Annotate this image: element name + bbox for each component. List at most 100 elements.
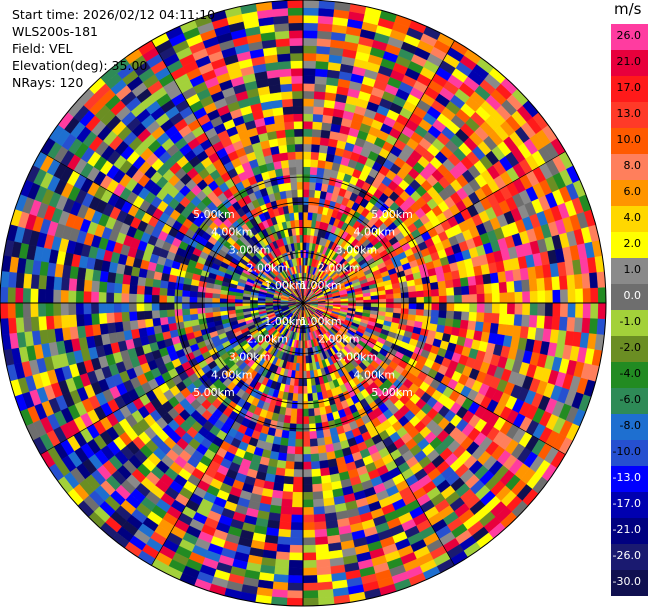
range-gate-cell: [294, 378, 300, 387]
range-gate-cell: [302, 423, 310, 432]
range-gate-cell: [476, 311, 485, 323]
range-gate-cell: [521, 279, 531, 292]
range-gate-cell: [143, 302, 152, 312]
range-gate-cell: [429, 316, 439, 325]
colorbar-level: 10.0: [611, 128, 648, 154]
range-gate-cell: [392, 312, 402, 319]
range-gate-cell: [305, 234, 311, 243]
range-gate-cell: [296, 416, 304, 425]
range-gate-cell: [393, 297, 402, 304]
range-gate-cell: [106, 282, 115, 294]
range-gate-cell: [292, 499, 304, 508]
range-gate-cell: [282, 113, 294, 123]
range-gate-cell: [227, 298, 236, 304]
range-gate-cell: [282, 422, 291, 432]
colorbar-level: -26.0: [611, 544, 648, 570]
range-gate-cell: [53, 276, 63, 291]
range-gate-cell: [589, 271, 599, 289]
range-gate-cell: [166, 302, 175, 311]
range-gate-cell: [416, 296, 425, 304]
range-gate-cell: [312, 113, 324, 123]
range-gate-cell: [315, 543, 330, 553]
range-gate-cell: [219, 294, 228, 300]
range-gate-cell: [431, 295, 440, 304]
range-gate-cell: [275, 38, 290, 48]
colorbar: 26.0 21.0 17.0 13.0 10.0 8.0 6.0 4.0 2.0 1.0 0.0 -1…: [611, 24, 648, 596]
nrays-label: NRays: 120: [12, 75, 84, 90]
range-gate-cell: [558, 316, 568, 331]
range-gate-cell: [291, 400, 299, 410]
range-gate-cell: [483, 312, 493, 324]
range-gate-cell: [498, 281, 508, 293]
range-gate-cell: [30, 274, 40, 290]
range-gate-cell: [320, 467, 331, 477]
range-gate-cell: [291, 507, 304, 516]
range-gate-cell: [575, 302, 584, 318]
range-gate-cell: [283, 476, 295, 485]
range-gate-cell: [181, 302, 190, 310]
colorbar-level-label: -1.0: [619, 315, 641, 328]
range-gate-cell: [476, 283, 485, 295]
range-gate-cell: [302, 151, 312, 160]
colorbar-level-label: -21.0: [612, 523, 641, 536]
range-gate-cell: [211, 302, 220, 308]
range-gate-cell: [181, 296, 190, 304]
range-gate-cell: [309, 159, 319, 168]
range-gate-cell: [290, 408, 298, 417]
range-gate-cell: [386, 302, 395, 308]
range-gate-cell: [302, 67, 316, 77]
range-gate-cell: [7, 287, 16, 304]
range-gate-cell: [287, 392, 294, 402]
range-gate-cell: [322, 168, 332, 178]
range-gate-cell: [302, 189, 310, 198]
range-gate-cell: [590, 302, 599, 319]
range-gate-cell: [298, 211, 304, 220]
range-gate-cell: [276, 53, 291, 63]
range-gate-cell: [415, 308, 425, 316]
range-gate-cell: [393, 307, 402, 314]
range-gate-cell: [311, 136, 321, 146]
range-gate-cell: [589, 317, 599, 335]
range-gate-cell: [302, 234, 307, 243]
range-gate-cell: [506, 313, 516, 326]
velocity-field: [0, 0, 607, 607]
range-gate-cell: [279, 521, 292, 531]
range-gate-cell: [302, 446, 312, 455]
range-gate-cell: [289, 52, 304, 62]
range-gate-cell: [279, 513, 293, 523]
range-gate-cell: [302, 484, 314, 493]
range-gate-cell: [289, 45, 304, 54]
range-gate-cell: [567, 288, 576, 304]
range-gate-cell: [294, 151, 304, 160]
range-gate-cell: [22, 302, 31, 318]
range-gate-cell: [452, 277, 462, 288]
range-gate-cell: [467, 275, 477, 286]
range-gate-cell: [295, 438, 304, 448]
range-gate-cell: [113, 312, 123, 324]
range-gate-cell: [293, 476, 304, 486]
colorbar-level-label: 13.0: [616, 107, 642, 120]
range-gate-cell: [98, 292, 107, 304]
range-gate-cell: [286, 151, 296, 161]
range-gate-cell: [422, 315, 432, 324]
colorbar-level-label: -8.0: [619, 419, 641, 432]
range-gate-cell: [551, 315, 561, 331]
range-gate-cell: [284, 468, 295, 478]
range-gate-cell: [315, 551, 331, 561]
range-gate-cell: [461, 294, 470, 304]
range-gate-cell: [285, 136, 295, 146]
range-gate-cell: [312, 204, 319, 214]
range-gate-cell: [174, 296, 183, 304]
range-gate-cell: [128, 293, 137, 304]
range-ring-label: 1.00km: [300, 279, 342, 292]
range-gate-cell: [438, 309, 447, 319]
range-gate-cell: [453, 286, 463, 296]
range-gate-cell: [297, 204, 304, 213]
range-gate-cell: [113, 292, 122, 304]
range-gate-cell: [302, 438, 311, 448]
range-gate-cell: [302, 431, 311, 440]
range-gate-cell: [311, 121, 323, 130]
range-gate-cell: [302, 52, 317, 62]
range-gate-cell: [302, 386, 308, 395]
range-gate-cell: [507, 291, 516, 304]
